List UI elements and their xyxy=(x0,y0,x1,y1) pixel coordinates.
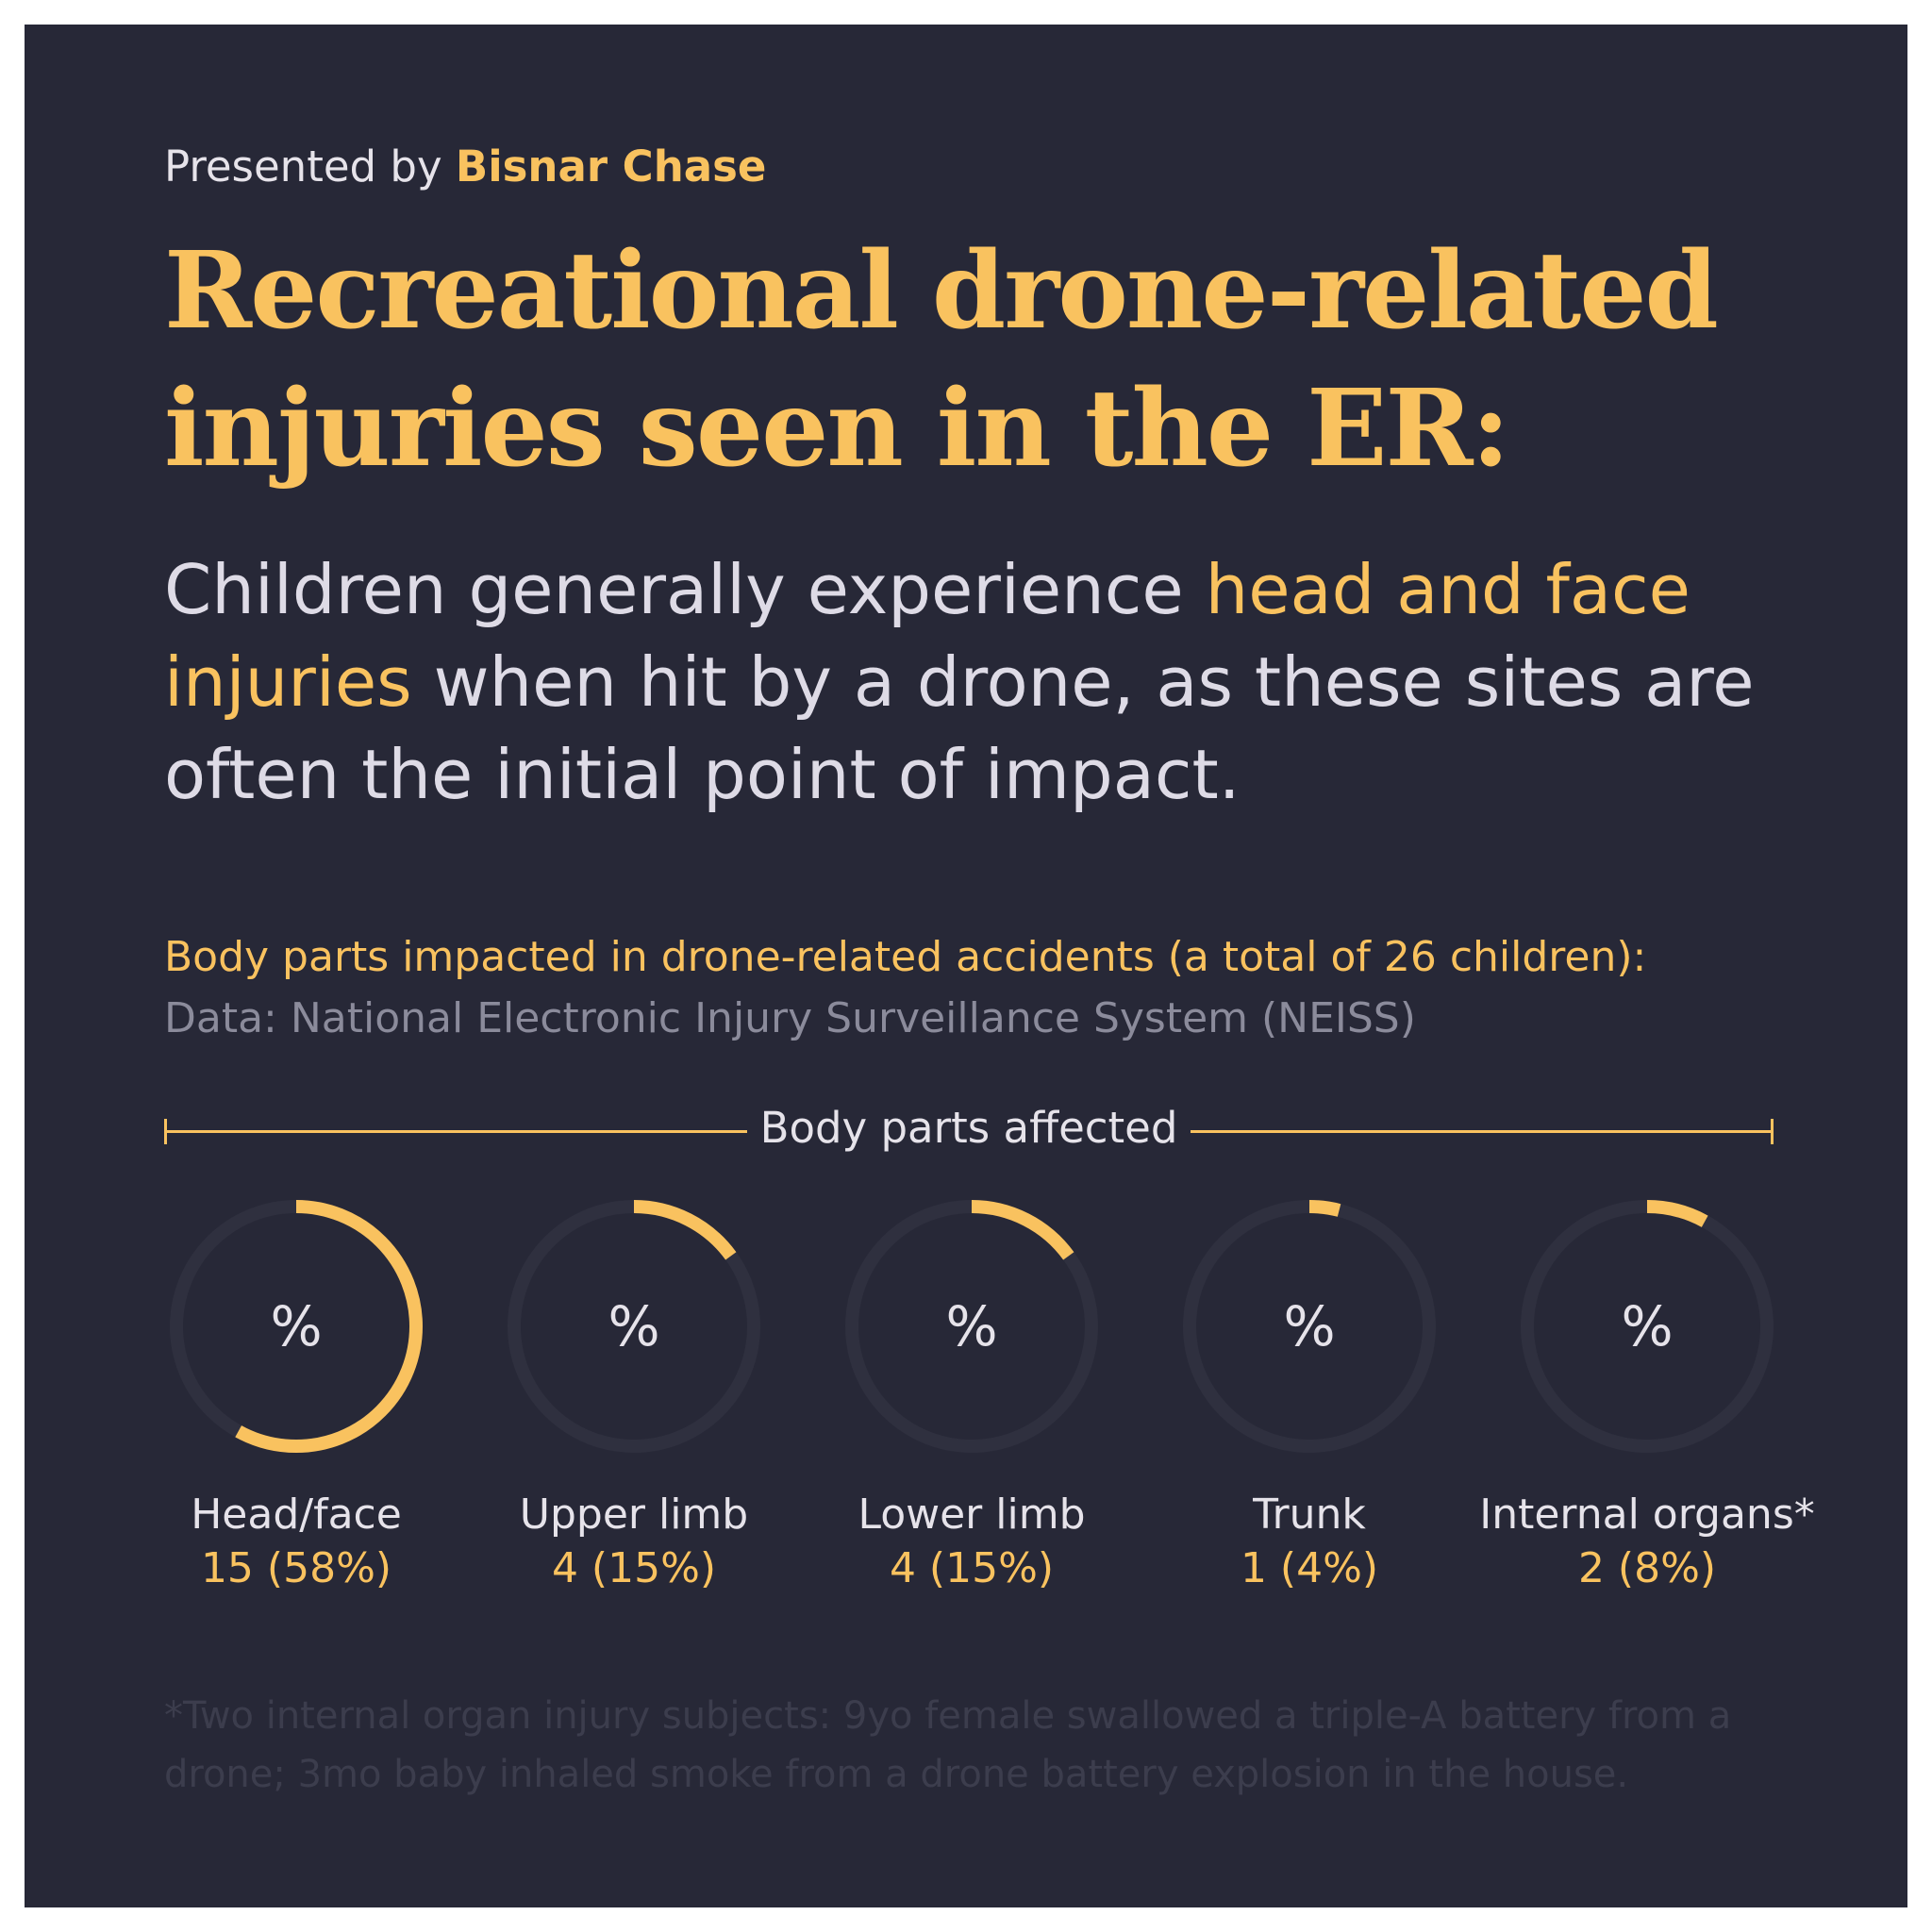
donut-item: % Internal organs* 2 (8%) xyxy=(1477,1194,1817,1592)
infographic-panel: Presented by Bisnar Chase Recreational d… xyxy=(25,25,1907,1907)
chart-title: Body parts impacted in drone-related acc… xyxy=(164,933,1647,981)
percent-symbol: % xyxy=(270,1294,322,1358)
percent-symbol: % xyxy=(1621,1294,1673,1358)
donut-slice xyxy=(1521,1200,1774,1453)
footnote: *Two internal organ injury subjects: 9yo… xyxy=(164,1694,1732,1796)
donut-slice xyxy=(1183,1200,1436,1453)
donut-chart-row: % Head/face 15 (58%)% Upper limb 4 (15%)% Low… xyxy=(164,1194,1815,1628)
value-label: 4 (15%) xyxy=(551,1544,717,1592)
intro-highlight: head and face injuries xyxy=(164,550,1690,722)
percent-symbol: % xyxy=(608,1294,659,1358)
donut-slice xyxy=(170,1200,423,1453)
percent-symbol: % xyxy=(1283,1294,1335,1358)
category-label: Trunk xyxy=(1253,1491,1366,1539)
intro-paragraph: Children generally experience head and f… xyxy=(164,543,1824,821)
title-line-1: Recreational drone-related xyxy=(164,229,1719,353)
donut-item: % Trunk 1 (4%) xyxy=(1140,1194,1479,1592)
donut-ring: % xyxy=(845,1200,1098,1453)
bracket-left-line xyxy=(164,1130,768,1133)
chart-source: Data: National Electronic Injury Surveil… xyxy=(164,994,1416,1042)
donut-ring: % xyxy=(1183,1200,1436,1453)
presented-by-label: Presented by xyxy=(164,142,442,192)
value-label: 2 (8%) xyxy=(1577,1544,1717,1592)
bracket-right-line xyxy=(1170,1130,1774,1133)
value-label: 4 (15%) xyxy=(889,1544,1055,1592)
value-label: 1 (4%) xyxy=(1240,1544,1379,1592)
axis-title-label: Body parts affected xyxy=(164,1103,1774,1153)
donut-ring: % xyxy=(1521,1200,1774,1453)
brand-name[interactable]: Bisnar Chase xyxy=(455,142,767,192)
category-label: Upper limb xyxy=(519,1491,749,1539)
donut-ring: % xyxy=(170,1200,423,1453)
donut-slice xyxy=(508,1200,760,1453)
axis-title-text: Body parts affected xyxy=(746,1103,1191,1153)
donut-item: % Upper limb 4 (15%) xyxy=(464,1194,804,1592)
axis-title-bracket: Body parts affected xyxy=(164,1089,1774,1174)
category-label: Lower limb xyxy=(858,1491,1086,1539)
title-line-2: injuries seen in the ER: xyxy=(164,367,1510,491)
value-label: 15 (58%) xyxy=(200,1544,392,1592)
bracket-right-cap xyxy=(1771,1119,1774,1144)
presented-by: Presented by Bisnar Chase xyxy=(164,142,766,192)
category-label: Head/face xyxy=(191,1491,402,1539)
donut-ring: % xyxy=(508,1200,760,1453)
page-title: Recreational drone-related injuries seen… xyxy=(164,223,1824,498)
donut-item: % Lower limb 4 (15%) xyxy=(802,1194,1141,1592)
category-label: Internal organs* xyxy=(1479,1491,1815,1539)
donut-slice xyxy=(845,1200,1098,1453)
intro-text-1: Children generally experience xyxy=(164,550,1206,629)
percent-symbol: % xyxy=(945,1294,997,1358)
donut-item: % Head/face 15 (58%) xyxy=(126,1194,466,1592)
intro-text-2: when hit by a drone, as these sites are … xyxy=(164,642,1755,814)
